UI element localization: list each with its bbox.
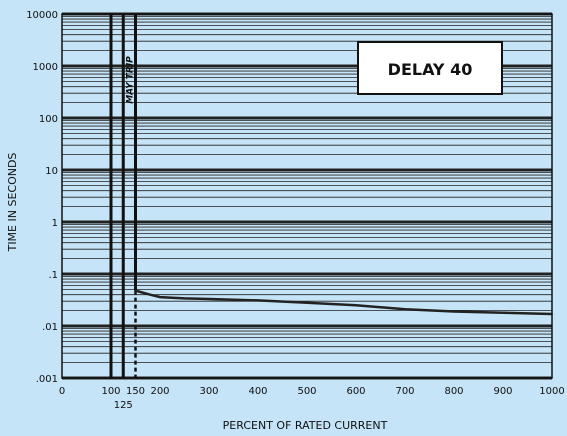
- x-tick-label: 700: [395, 386, 414, 397]
- trip-curve-point: [453, 310, 455, 313]
- x-tick-label: 150: [126, 386, 145, 397]
- title-box: DELAY 40: [357, 41, 503, 95]
- x-tick-label: 1000: [539, 386, 564, 397]
- curve-layer: [134, 289, 553, 316]
- y-tick-label: 1: [52, 218, 58, 229]
- trip-curve-point: [134, 289, 137, 292]
- x-tick-label: 400: [248, 386, 267, 397]
- x-tick-label: 0: [59, 386, 65, 397]
- trip-curve-point: [306, 301, 308, 304]
- y-axis-label: TIME IN SECONDS: [6, 153, 19, 253]
- trip-curve-point: [355, 304, 357, 307]
- x-axis-label: PERCENT OF RATED CURRENT: [223, 419, 388, 432]
- x-tick-label: 500: [297, 386, 316, 397]
- y-tick-label: .01: [42, 322, 58, 333]
- may-trip-band: MAY TRIP: [109, 14, 137, 378]
- y-tick-label: 10000: [26, 10, 58, 21]
- trip-curve-point: [149, 293, 152, 296]
- x-tick-label: 900: [493, 386, 512, 397]
- x-tick-label: 300: [199, 386, 218, 397]
- trip-curve-point: [502, 311, 504, 314]
- y-tick-labels: 10000 1000 100 10 1 .1 .01 .001: [26, 10, 58, 385]
- y-tick-label: .1: [48, 270, 58, 281]
- trip-curve-point: [257, 299, 259, 302]
- y-tick-label: 1000: [33, 62, 58, 73]
- trip-curve-point: [208, 298, 210, 300]
- y-tick-label: 10: [45, 166, 58, 177]
- may-trip-label: MAY TRIP: [125, 56, 135, 104]
- x-tick-label: 100: [101, 386, 120, 397]
- plot-frame: [61, 13, 553, 379]
- x-tick-label: 200: [150, 386, 169, 397]
- trip-curve-point: [159, 296, 161, 298]
- title-box-frame: [357, 41, 503, 95]
- x-tick-label: 125: [114, 400, 133, 411]
- x-tick-label: 800: [444, 386, 463, 397]
- x-tick-label: 600: [346, 386, 365, 397]
- trip-curve-point: [139, 291, 142, 293]
- x-tick-labels: 0 100 150 200 300 400 500 600 700 800 900 1000 125: [59, 386, 565, 411]
- trip-curve-point: [404, 308, 406, 311]
- y-tick-label: .001: [36, 374, 58, 385]
- y-tick-label: 100: [39, 114, 58, 125]
- trip-curve-point: [183, 297, 186, 300]
- chart-title: DELAY 40: [388, 60, 473, 79]
